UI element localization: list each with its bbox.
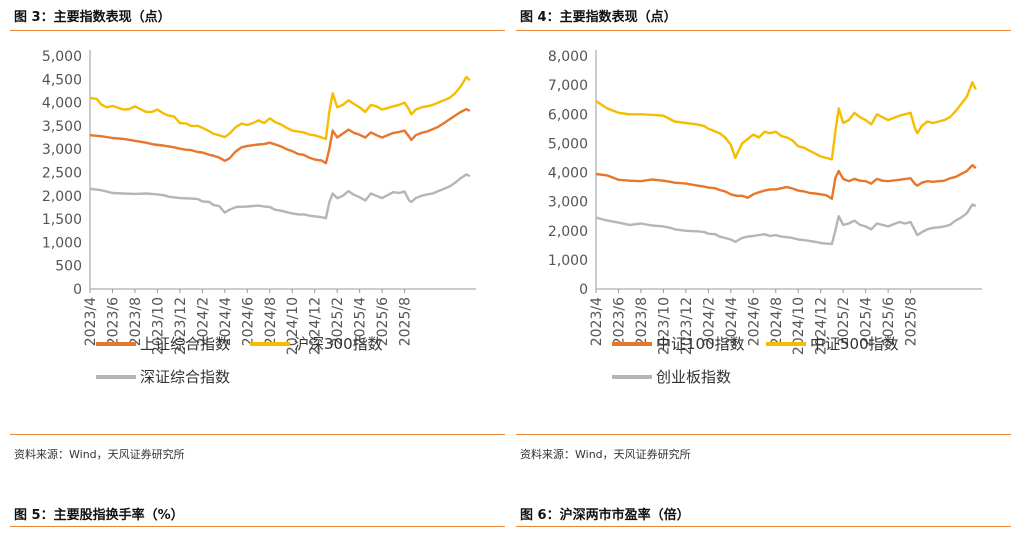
- series-line-0: [595, 164, 977, 200]
- x-tick-label: 2024/10: [285, 297, 301, 355]
- legend-swatch-csi500: [766, 341, 806, 346]
- x-tick-label: 2025/6: [375, 297, 391, 346]
- figure-3-bottom-rule: [10, 434, 505, 435]
- legend-label-chinext: 创业板指数: [656, 368, 732, 386]
- x-tick-label: 2023/6: [105, 297, 121, 346]
- series-line-1: [89, 75, 471, 141]
- series-line-1: [595, 81, 977, 161]
- y-tick-label: 1,000: [548, 253, 588, 269]
- legend-item-csi500: 中证500指数: [766, 333, 899, 354]
- figure-4: 图 4：主要指数表现（点） 0 1,000 2,000 3,000 4,000 5,000…: [516, 0, 1011, 475]
- x-tick-label: 2024/10: [791, 297, 807, 355]
- x-tick-label: 2025/4: [859, 297, 875, 346]
- figure-3: 图 3：主要指数表现（点） 0 500 1,000 1,500 2,000 2,500 3,…: [10, 0, 505, 475]
- figure-3-title: 图 3：主要指数表现（点）: [14, 10, 171, 25]
- x-tick-label: 2024/12: [308, 297, 324, 355]
- x-tick-label: 2025/2: [836, 297, 852, 346]
- legend-label-shenzhen-composite: 深证综合指数: [140, 368, 231, 386]
- legend-label-csi300: 沪深300指数: [294, 335, 383, 353]
- x-tick-label: 2024/6: [240, 297, 256, 346]
- figure-4-bottom-rule: [516, 434, 1011, 435]
- figure-3-chart: 0 500 1,000 1,500 2,000 2,500 3,000 3,500 4,000 4…: [42, 49, 476, 355]
- y-tick-label: 3,500: [42, 119, 82, 135]
- figure-4-title: 图 4：主要指数表现（点）: [520, 10, 677, 25]
- y-tick-label: 4,500: [42, 72, 82, 88]
- legend-item-csi300: 沪深300指数: [250, 333, 383, 354]
- figure-3-source: 资料来源：Wind，天风证券研究所: [14, 448, 185, 461]
- x-tick-label: 2024/12: [814, 297, 830, 355]
- x-tick-label: 2025/6: [881, 297, 897, 346]
- x-tick-label: 2025/2: [330, 297, 346, 346]
- legend-swatch-csi100: [612, 341, 652, 346]
- y-tick-label: 5,000: [42, 49, 82, 65]
- x-tick-label: 2024/2: [195, 297, 211, 346]
- legend-swatch-chinext: [612, 374, 652, 379]
- y-tick-label: 8,000: [548, 49, 588, 65]
- figure-5-header: 图 5：主要股指换手率（%）: [10, 500, 505, 535]
- x-tick-label: 2024/4: [724, 297, 740, 346]
- x-tick-label: 2023/8: [634, 297, 650, 346]
- x-tick-label: 2024/4: [218, 297, 234, 346]
- x-tick-label: 2023/12: [173, 297, 189, 355]
- legend-item-shanghai-composite: 上证综合指数: [96, 333, 230, 354]
- x-tick-label: 2023/10: [150, 297, 166, 355]
- legend-item-shenzhen-composite: 深证综合指数: [96, 366, 230, 387]
- y-tick-label: 4,000: [42, 96, 82, 112]
- y-tick-label: 1,500: [42, 212, 82, 228]
- figure-6-header: 图 6：沪深两市市盈率（倍）: [516, 500, 1011, 535]
- x-tick-label: 2024/6: [746, 297, 762, 346]
- x-tick-label: 2023/6: [611, 297, 627, 346]
- figure-4-source: 资料来源：Wind，天风证券研究所: [520, 448, 691, 461]
- legend-item-csi100: 中证100指数: [612, 333, 745, 354]
- figure-4-chart: 0 1,000 2,000 3,000 4,000 5,000 6,000 7,000 8,00…: [548, 49, 982, 355]
- figure-6-top-rule: [516, 526, 1011, 527]
- x-tick-label: 2024/8: [263, 297, 279, 346]
- y-tick-label: 7,000: [548, 78, 588, 94]
- x-tick-label: 2023/4: [589, 297, 605, 346]
- figure-5-top-rule: [10, 526, 505, 527]
- x-tick-label: 2025/8: [398, 297, 414, 346]
- x-tick-label: 2024/2: [701, 297, 717, 346]
- series-line-2: [595, 203, 977, 246]
- legend-label-csi100: 中证100指数: [656, 335, 745, 353]
- series-line-2: [89, 173, 471, 220]
- legend-label-csi500: 中证500指数: [810, 335, 899, 353]
- figure-4-top-rule: [516, 30, 1011, 31]
- y-tick-label: 6,000: [548, 107, 588, 123]
- y-tick-label: 3,000: [548, 195, 588, 211]
- y-tick-label: 5,000: [548, 136, 588, 152]
- legend-swatch-csi300: [250, 341, 290, 346]
- legend-item-chinext: 创业板指数: [612, 366, 731, 387]
- y-tick-label: 3,000: [42, 142, 82, 158]
- x-tick-label: 2023/10: [656, 297, 672, 355]
- legend-swatch-shenzhen-composite: [96, 374, 136, 379]
- y-tick-label: 0: [73, 282, 82, 298]
- y-tick-label: 2,500: [42, 166, 82, 182]
- y-tick-label: 2,000: [42, 189, 82, 205]
- y-tick-label: 0: [579, 282, 588, 298]
- y-tick-label: 4,000: [548, 166, 588, 182]
- x-tick-label: 2025/4: [353, 297, 369, 346]
- figure-5-title: 图 5：主要股指换手率（%）: [14, 508, 184, 523]
- x-tick-label: 2023/12: [679, 297, 695, 355]
- figure-6-title: 图 6：沪深两市市盈率（倍）: [520, 508, 690, 523]
- y-tick-label: 2,000: [548, 224, 588, 240]
- x-tick-label: 2023/8: [128, 297, 144, 346]
- figure-3-top-rule: [10, 30, 505, 31]
- x-tick-label: 2025/8: [904, 297, 920, 346]
- series-line-0: [89, 107, 471, 165]
- y-tick-label: 1,000: [42, 235, 82, 251]
- legend-swatch-shanghai-composite: [96, 341, 136, 346]
- y-tick-label: 500: [55, 259, 82, 275]
- x-tick-label: 2024/8: [769, 297, 785, 346]
- x-tick-label: 2023/4: [83, 297, 99, 346]
- legend-label-shanghai-composite: 上证综合指数: [140, 335, 231, 353]
